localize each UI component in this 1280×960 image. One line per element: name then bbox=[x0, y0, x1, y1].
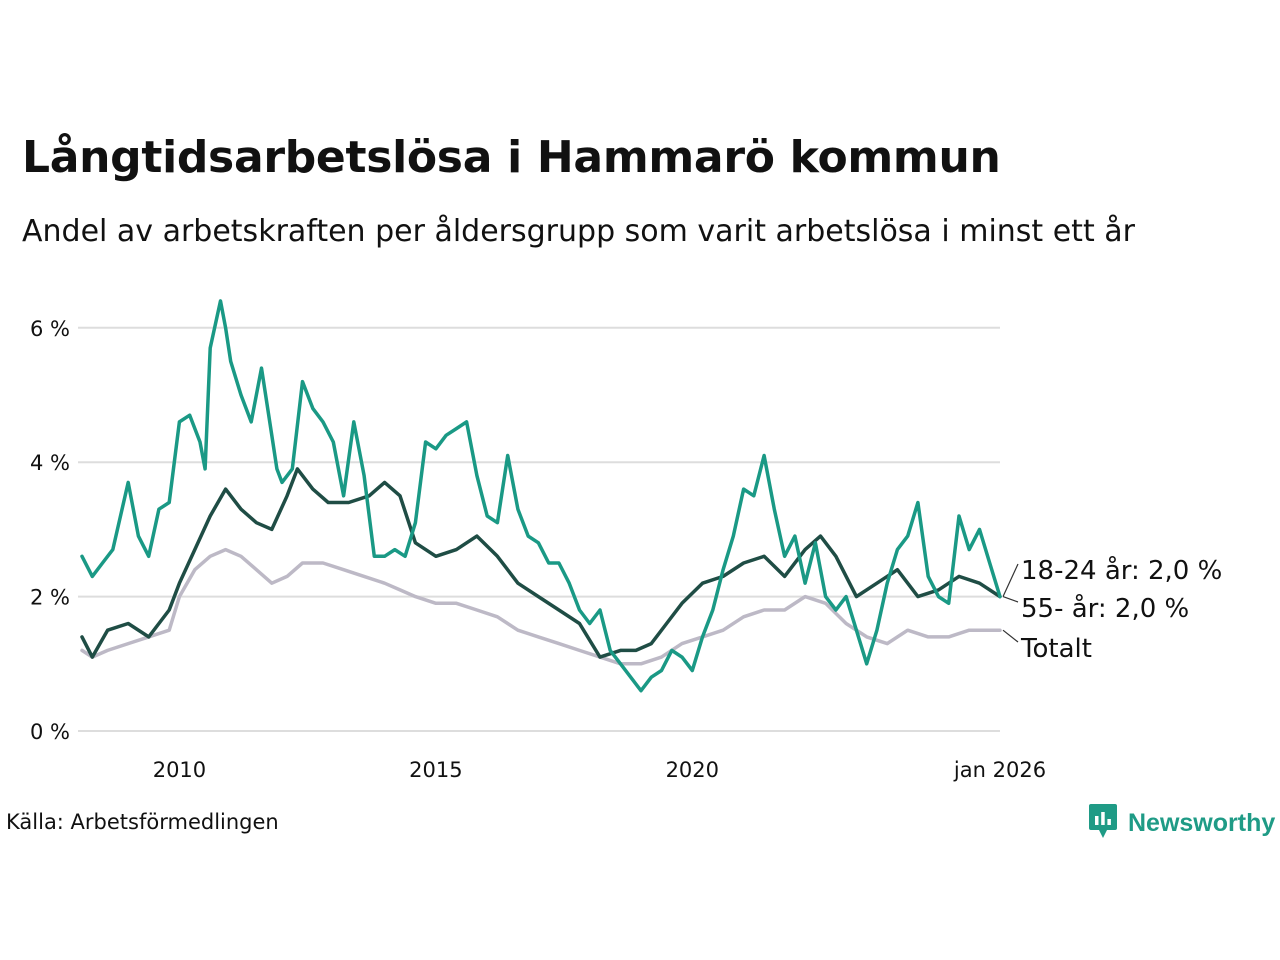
x-tick-label: 2015 bbox=[409, 758, 462, 782]
y-tick-label: 2 % bbox=[30, 586, 70, 610]
source-note: Källa: Arbetsförmedlingen bbox=[6, 810, 279, 834]
series-line-totalt bbox=[80, 547, 1002, 666]
chart-title: Långtidsarbetslösa i Hammarö kommun bbox=[22, 132, 1001, 183]
brand-name: Newsworthy bbox=[1128, 808, 1276, 837]
end-label-totalt: Totalt bbox=[1020, 634, 1092, 664]
y-tick-label: 4 % bbox=[30, 451, 70, 475]
x-tick-label: 2010 bbox=[153, 758, 206, 782]
y-tick-label: 6 % bbox=[30, 317, 70, 341]
chart-subtitle: Andel av arbetskraften per åldersgrupp s… bbox=[22, 214, 1135, 249]
x-tick-label: jan 2026 bbox=[953, 758, 1046, 782]
x-tick-label: 2020 bbox=[666, 758, 719, 782]
y-axis-ticks: 0 % 2 % 4 % 6 % bbox=[30, 317, 70, 744]
x-axis-ticks: 2010 2015 2020 jan 2026 bbox=[153, 758, 1046, 782]
leader-line bbox=[1002, 596, 1019, 603]
newsworthy-logo-icon bbox=[1088, 802, 1118, 844]
brand-logo[interactable]: Newsworthy bbox=[1088, 802, 1275, 844]
end-label-55-plus: 55- år: 2,0 % bbox=[1021, 593, 1189, 624]
end-label-18-24: 18-24 år: 2,0 % bbox=[1021, 555, 1222, 586]
leader-line bbox=[1002, 629, 1019, 643]
series-lines bbox=[80, 299, 1002, 693]
series-line-55-plus bbox=[80, 467, 1002, 659]
series-line-18-24 bbox=[80, 299, 1002, 693]
gridlines bbox=[78, 326, 1000, 732]
series-end-labels: Totalt 55- år: 2,0 % 18-24 år: 2,0 % bbox=[1002, 555, 1222, 664]
leader-line bbox=[1002, 563, 1019, 597]
y-tick-label: 0 % bbox=[30, 720, 70, 744]
